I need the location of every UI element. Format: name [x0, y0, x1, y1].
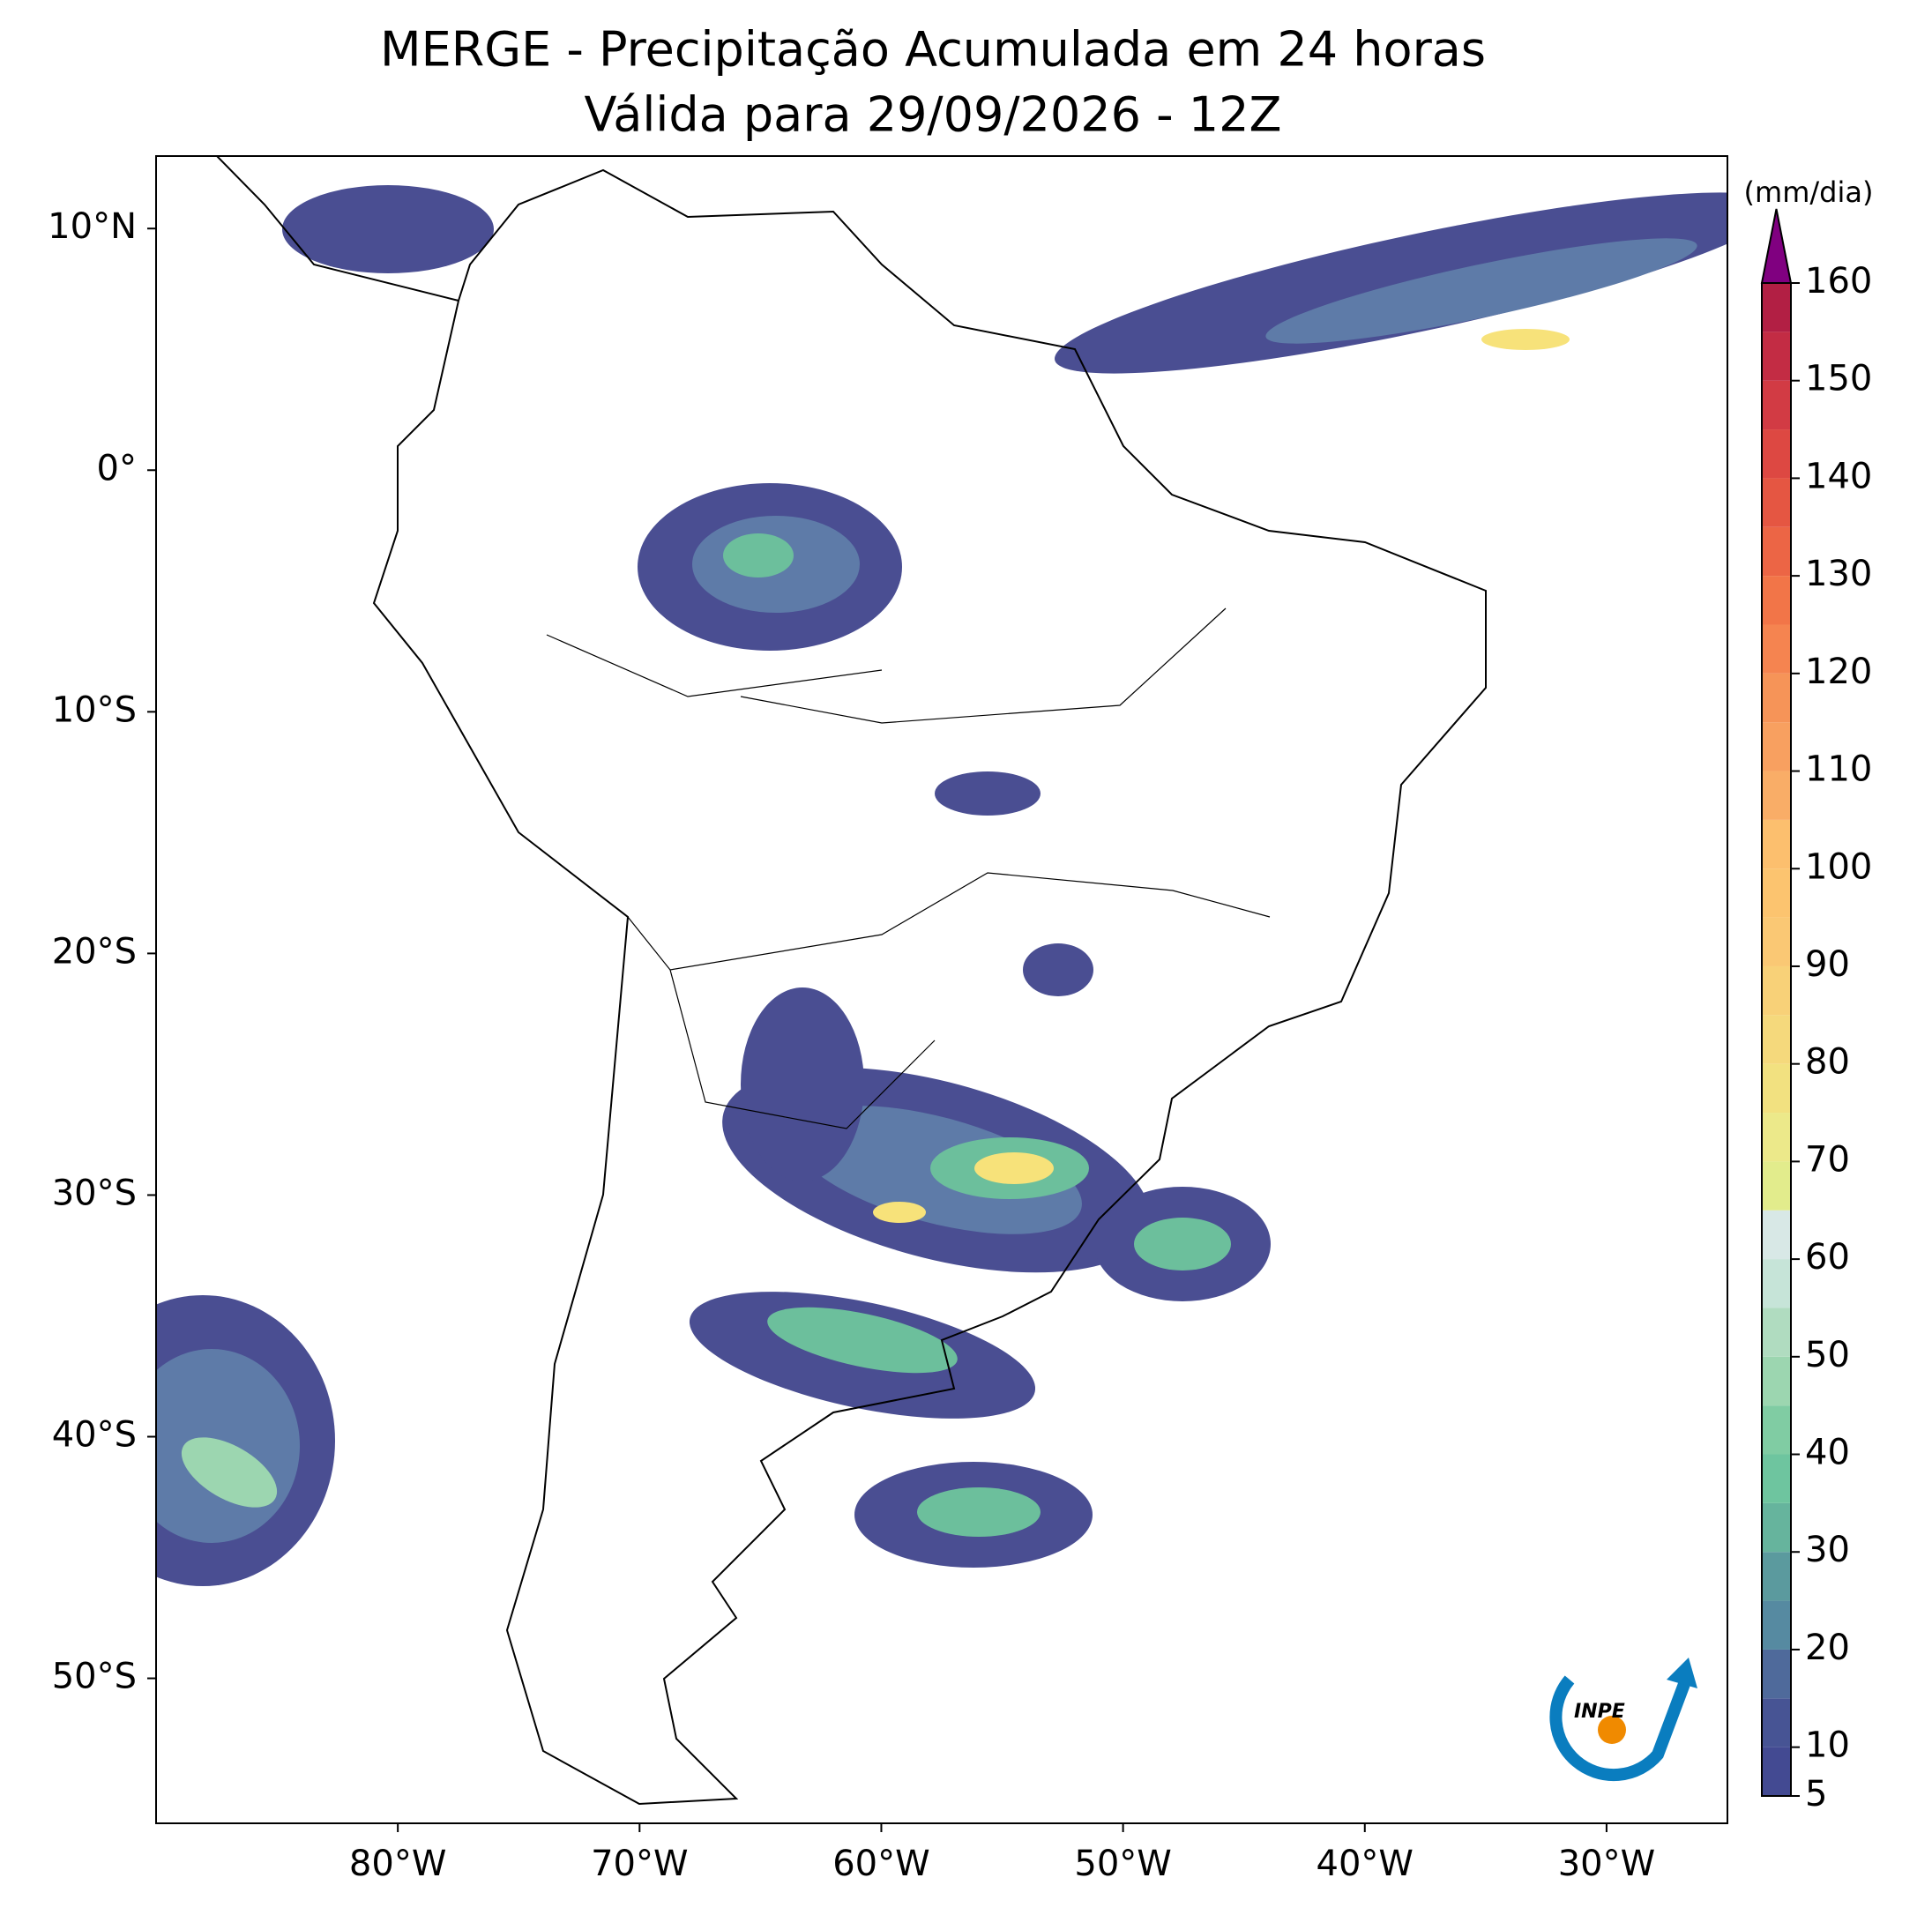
colorbar-band: [1762, 1063, 1791, 1114]
colorbar-band: [1762, 1600, 1791, 1650]
borders: [546, 607, 1271, 1129]
colorbar-band: [1762, 1113, 1791, 1162]
colorbar-tick-label: 20: [1805, 1628, 1850, 1668]
colorbar-band: [1762, 1210, 1791, 1260]
precip-area: [1481, 329, 1570, 350]
colorbar-band: [1762, 1405, 1791, 1455]
logo-arrow: [1667, 1658, 1697, 1688]
colorbar-tick-label: 70: [1805, 1139, 1850, 1180]
colorbar-tick-label: 130: [1805, 554, 1872, 594]
y-tick-label: 10°N: [48, 206, 137, 247]
precip-area: [181, 1437, 278, 1508]
logo-text: INPE: [1574, 1701, 1625, 1723]
map-frame: [155, 155, 1728, 1824]
colorbar-band: [1762, 673, 1791, 723]
colorbar-band: [1762, 1259, 1791, 1308]
colorbar-tick-label: 110: [1805, 749, 1872, 790]
colorbar-tick-label: 30: [1805, 1530, 1850, 1570]
coastline: [216, 156, 459, 302]
colorbar-band: [1762, 478, 1791, 527]
colorbar-frame: [1761, 282, 1792, 1797]
colorbar-band: [1762, 722, 1791, 771]
colorbar-band: [1762, 1015, 1791, 1064]
colorbar-tick-label: 120: [1805, 652, 1872, 692]
colorbar-band: [1762, 1502, 1791, 1553]
chart-subtitle: Válida para 29/09/2026 - 12Z: [585, 87, 1282, 143]
colorbar-label: (mm/dia): [1744, 175, 1874, 209]
colorbar-band: [1762, 1308, 1791, 1357]
precip-area: [917, 1487, 1041, 1537]
colorbar-band: [1762, 380, 1791, 430]
colorbar-tick-label: 40: [1805, 1433, 1850, 1473]
colorbar-extend: [1760, 208, 1793, 284]
colorbar-band: [1762, 1356, 1791, 1406]
colorbar-tick-label: 10: [1805, 1725, 1850, 1766]
map-area: [156, 156, 1727, 1806]
precip-area: [767, 1307, 958, 1374]
colorbar-tick-label: 160: [1805, 261, 1872, 302]
precip-area: [1265, 238, 1697, 344]
colorbar-tick-label: 80: [1805, 1042, 1850, 1083]
colorbar-band: [1762, 1161, 1791, 1211]
y-tick-label: 0°: [97, 448, 137, 488]
colorbar-band: [1762, 819, 1791, 869]
colorbar-band: [1762, 771, 1791, 820]
colorbar-band: [1762, 1649, 1791, 1699]
x-tick-label: 70°W: [591, 1844, 688, 1884]
colorbar-band: [1762, 917, 1791, 966]
y-tick-label: 10°S: [52, 689, 137, 730]
colorbar-tick-label: 100: [1805, 846, 1872, 887]
precip-area: [873, 1202, 926, 1223]
colorbar-band: [1762, 429, 1791, 479]
precip-area: [974, 1152, 1054, 1184]
colorbar-band: [1762, 332, 1791, 381]
x-tick-label: 40°W: [1317, 1844, 1414, 1884]
chart-title: MERGE - Precipitação Acumulada em 24 hor…: [380, 22, 1486, 78]
precip-area: [1023, 943, 1093, 996]
logo-dot: [1598, 1716, 1626, 1744]
coastline: [372, 168, 1487, 1806]
colorbar-band: [1762, 624, 1791, 674]
colorbar-tick-label: 50: [1805, 1335, 1850, 1375]
colorbar-tick-label: 150: [1805, 359, 1872, 399]
colorbar-band: [1762, 965, 1791, 1016]
colorbar-band: [1762, 1552, 1791, 1601]
precip-area: [282, 185, 494, 273]
precip-area: [935, 771, 1041, 816]
logo-swoosh: [1549, 1675, 1690, 1782]
colorbar-band: [1762, 576, 1791, 625]
y-tick-label: 50°S: [52, 1657, 137, 1697]
precip-fields: [156, 185, 1727, 1586]
y-tick-label: 40°S: [52, 1415, 137, 1456]
colorbar-tick-label: 60: [1805, 1237, 1850, 1278]
colorbar-tick-label: 90: [1805, 944, 1850, 985]
x-tick-label: 50°W: [1074, 1844, 1171, 1884]
precip-area: [723, 533, 794, 577]
colorbar-band: [1762, 1747, 1791, 1796]
precip-area: [1134, 1218, 1231, 1270]
colorbar-band: [1762, 283, 1791, 332]
x-tick-label: 30°W: [1558, 1844, 1655, 1884]
colorbar-band: [1762, 868, 1791, 918]
colorbar-band: [1762, 1698, 1791, 1747]
y-tick-label: 20°S: [52, 931, 137, 972]
colorbar-tick-label: 5: [1805, 1774, 1827, 1814]
colorbar-tick-label: 140: [1805, 456, 1872, 496]
colorbar-band: [1762, 1454, 1791, 1503]
x-tick-label: 60°W: [832, 1844, 929, 1884]
colorbar-band: [1762, 526, 1791, 577]
y-tick-label: 30°S: [52, 1173, 137, 1213]
x-tick-label: 80°W: [349, 1844, 446, 1884]
inpe-logo: INPE: [1549, 1658, 1697, 1782]
precip-area: [741, 987, 864, 1181]
